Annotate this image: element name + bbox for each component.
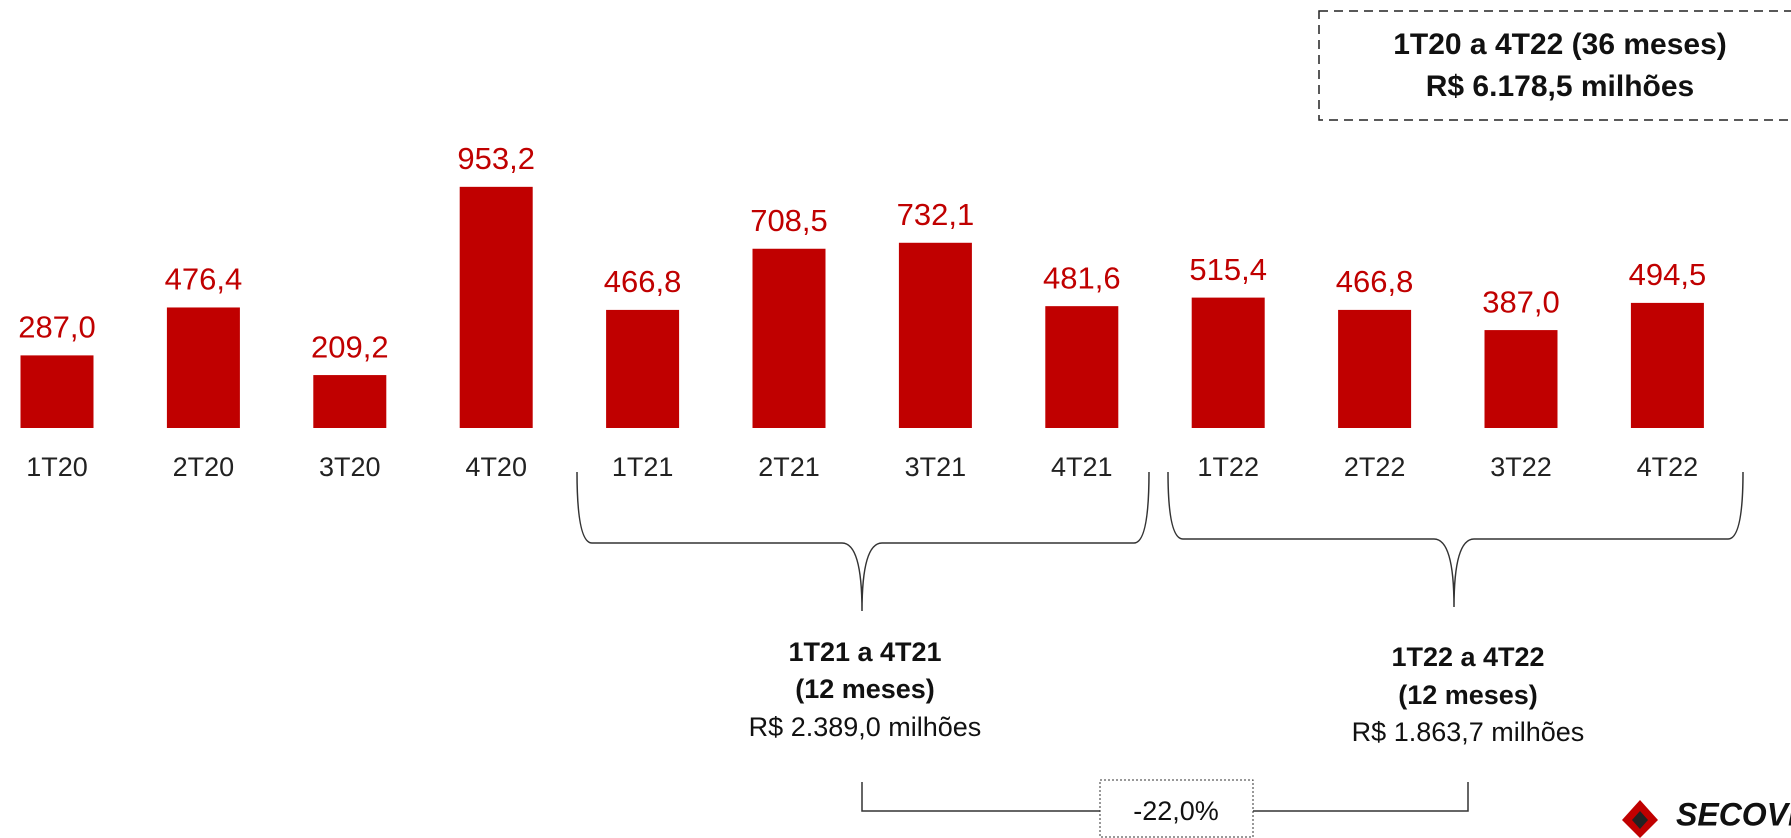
bracket	[576, 471, 1150, 612]
value-label: 515,4	[1189, 252, 1267, 287]
bar	[752, 248, 826, 428]
x-tick-label: 3T20	[319, 452, 381, 482]
value-label: 953,2	[457, 141, 535, 176]
total-title: 1T20 a 4T22 (36 meses)	[1393, 28, 1727, 61]
bar	[459, 186, 533, 428]
bar	[20, 355, 94, 428]
bar	[313, 375, 387, 428]
x-tick-label: 3T21	[905, 452, 967, 482]
value-label: 466,8	[1336, 264, 1414, 299]
bar	[898, 242, 972, 428]
value-label: 466,8	[604, 264, 682, 299]
bracket	[1167, 471, 1744, 608]
value-label: 287,0	[18, 310, 96, 345]
value-label: 476,4	[165, 262, 243, 297]
x-tick-label: 2T22	[1344, 452, 1406, 482]
bar	[1338, 309, 1412, 428]
group-value: R$ 1.863,7 milhões	[1352, 717, 1585, 747]
x-tick-label: 3T22	[1490, 452, 1552, 482]
logo-text: SECOVI	[1676, 796, 1791, 832]
x-tick-label: 4T22	[1637, 452, 1699, 482]
bar	[1484, 330, 1558, 428]
x-tick-label: 1T21	[612, 452, 674, 482]
x-tick-label: 4T20	[465, 452, 527, 482]
x-tick-label: 2T20	[173, 452, 235, 482]
bar	[1045, 306, 1119, 428]
comparison-bracket	[861, 782, 1469, 812]
x-tick-label: 1T20	[26, 452, 88, 482]
change-box	[1099, 779, 1254, 838]
bar	[1191, 297, 1265, 428]
group-period: (12 meses)	[795, 674, 935, 704]
logo: SECOVI	[1622, 796, 1791, 838]
group-period: (12 meses)	[1398, 680, 1538, 710]
value-label: 732,1	[897, 197, 975, 232]
group-title: 1T22 a 4T22	[1391, 642, 1544, 672]
value-label: 387,0	[1482, 284, 1560, 319]
group-title: 1T21 a 4T21	[788, 637, 941, 667]
total-value: R$ 6.178,5 milhões	[1426, 70, 1694, 103]
value-label: 481,6	[1043, 260, 1121, 295]
change-label: -22,0%	[1133, 796, 1219, 826]
bar	[166, 307, 240, 428]
x-tick-label: 1T22	[1197, 452, 1259, 482]
bar	[606, 309, 680, 428]
value-label: 494,5	[1629, 257, 1707, 292]
total-box	[1318, 10, 1791, 121]
x-tick-label: 2T21	[758, 452, 820, 482]
value-label: 708,5	[750, 203, 828, 238]
bar	[1630, 302, 1704, 428]
logo-mark	[1632, 811, 1648, 829]
x-tick-label: 4T21	[1051, 452, 1113, 482]
value-label: 209,2	[311, 329, 389, 364]
group-value: R$ 2.389,0 milhões	[749, 712, 982, 742]
